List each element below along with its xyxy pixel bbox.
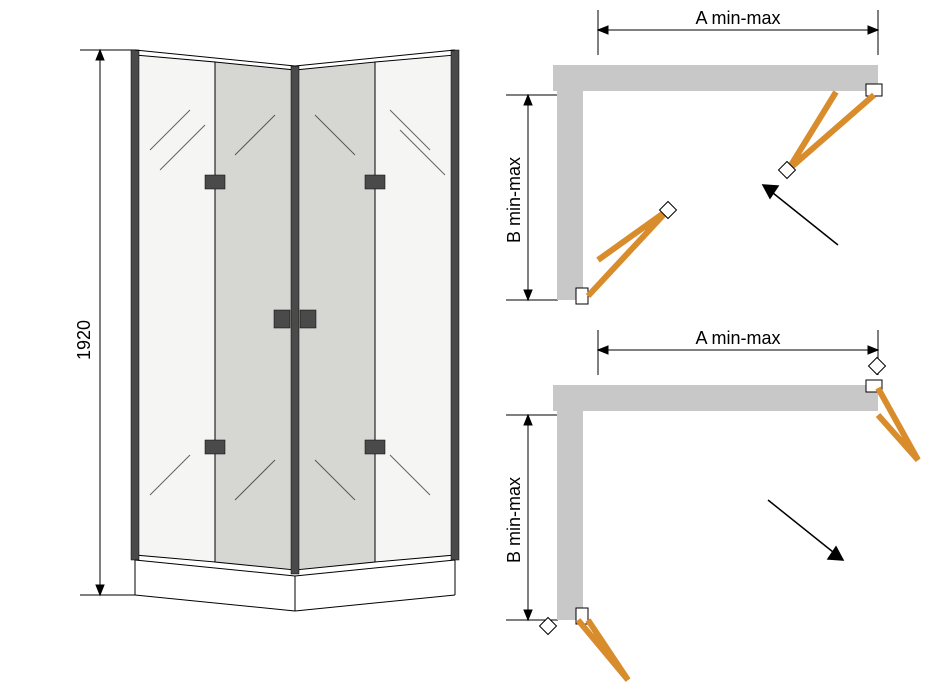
hinges-top — [576, 84, 882, 304]
plan-views: A min-max B min-max — [488, 0, 928, 686]
entry-arrow-top — [763, 185, 838, 245]
glass-panel-right-outer — [375, 55, 455, 562]
dim-b-bottom-label: B min-max — [504, 477, 524, 563]
glass-panel-left-outer — [135, 55, 215, 562]
doors-top — [588, 92, 874, 296]
plan-view-bottom: A min-max B min-max — [504, 328, 918, 680]
hinges-bottom — [576, 380, 882, 624]
height-label: 1920 — [74, 320, 94, 360]
isometric-view: 1920 — [0, 0, 500, 686]
dim-a-bottom-label: A min-max — [695, 328, 780, 348]
walls-bottom — [553, 385, 878, 620]
diagram-canvas: 1920 — [0, 0, 928, 686]
entry-arrow-bottom — [768, 500, 843, 560]
dim-b-top-label: B min-max — [504, 157, 524, 243]
dim-a-top-label: A min-max — [695, 8, 780, 28]
plan-view-top: A min-max B min-max — [504, 8, 882, 304]
